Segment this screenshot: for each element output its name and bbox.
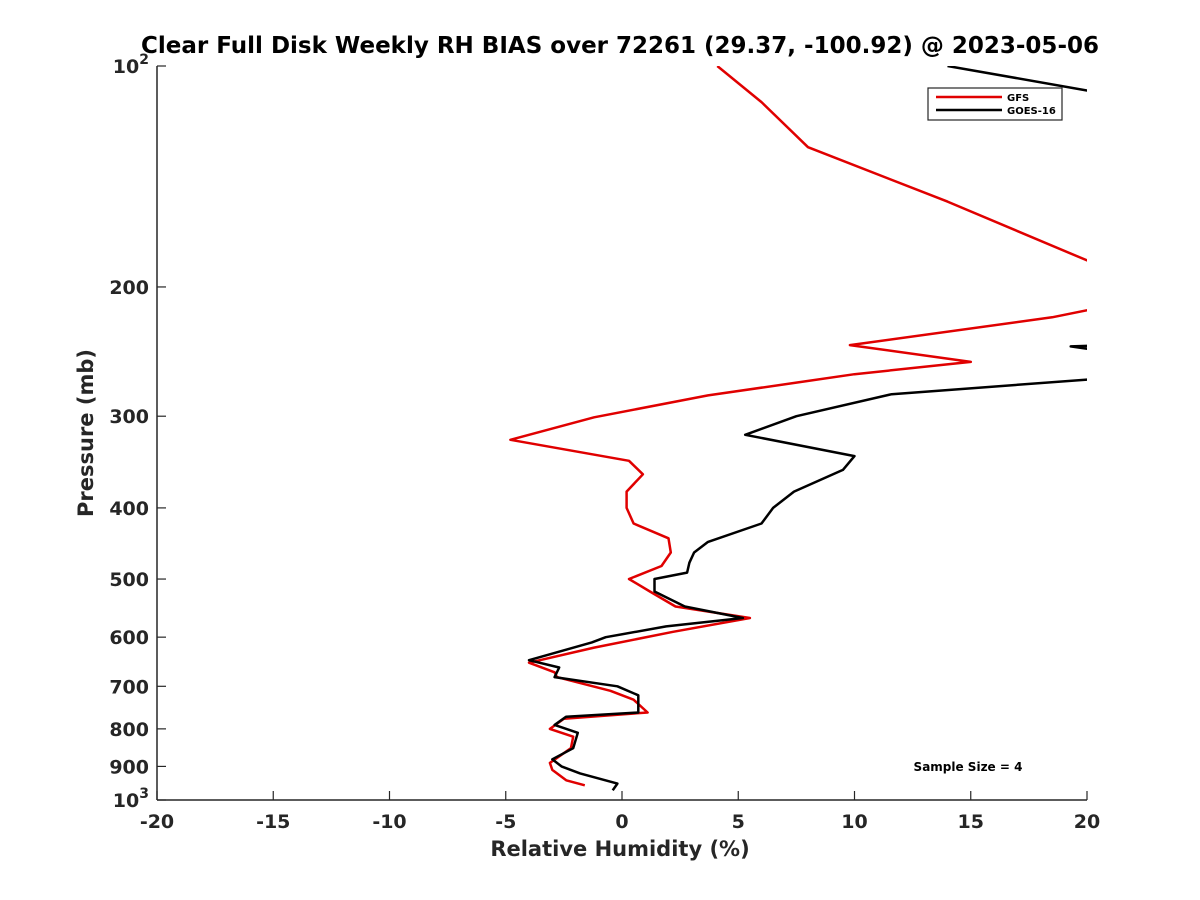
x-tick-label: 5: [732, 811, 745, 833]
legend-label: GFS: [1007, 93, 1029, 104]
series-line-goes-16: [527, 66, 1087, 792]
x-tick-label: 15: [958, 811, 984, 833]
chart-title: Clear Full Disk Weekly RH BIAS over 7226…: [141, 33, 1099, 59]
y-tick-label: 300: [109, 406, 149, 428]
x-tick-label: -5: [495, 811, 516, 833]
x-tick-label: -20: [140, 811, 174, 833]
y-tick-label: 400: [109, 498, 149, 520]
y-tick-label: 500: [109, 569, 149, 591]
series-layer: [509, 66, 1087, 792]
y-tick-label: 700: [109, 676, 149, 698]
y-tick-label: 200: [109, 277, 149, 299]
x-tick-label: 20: [1074, 811, 1100, 833]
x-tick-label: 10: [841, 811, 867, 833]
y-axis-label: Pressure (mb): [74, 349, 98, 517]
y-tick-label: 103: [113, 786, 149, 812]
x-tick-label: 0: [615, 811, 628, 833]
x-axis-label: Relative Humidity (%): [490, 837, 749, 861]
y-tick-label: 800: [109, 719, 149, 741]
legend-box: [927, 87, 1063, 121]
x-tick-label: -15: [256, 811, 290, 833]
axes-layer: -20 -15 -10 -5 0 5 10 15 20 102 200 300 400 500 600 700…: [109, 52, 1100, 833]
x-tick-label: -10: [372, 811, 406, 833]
series-line-gfs: [509, 66, 1087, 787]
y-tick-label: 102: [113, 52, 149, 78]
y-tick-label: 900: [109, 756, 149, 778]
y-tick-label: 600: [109, 627, 149, 649]
legend-label: GOES-16: [1007, 106, 1056, 117]
legend: GFS GOES-16: [927, 87, 1063, 121]
sample-size-annotation: Sample Size = 4: [914, 760, 1023, 774]
